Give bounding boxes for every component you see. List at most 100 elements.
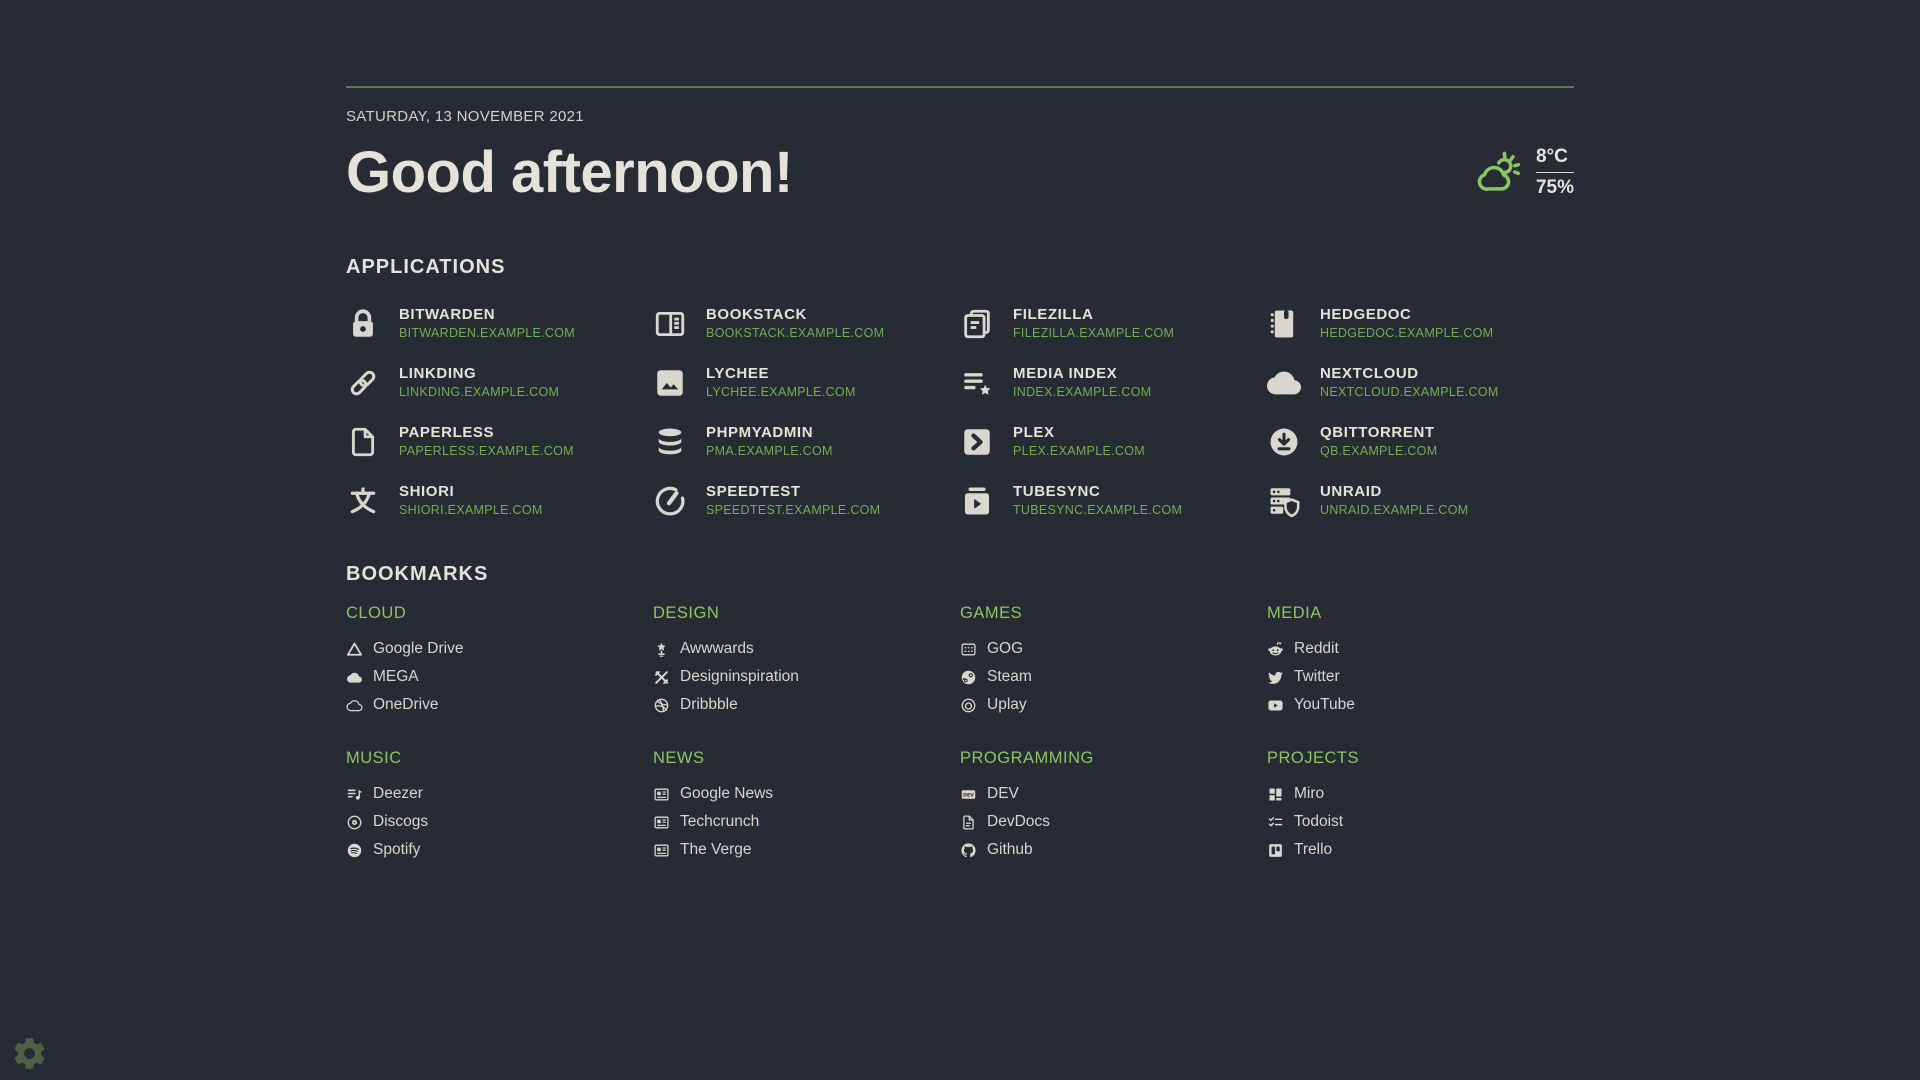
bookmark-todoist[interactable]: Todoist bbox=[1267, 808, 1574, 836]
bookmark-discogs[interactable]: Discogs bbox=[346, 808, 653, 836]
youtube-icon bbox=[1267, 697, 1284, 714]
notebook-icon bbox=[1267, 307, 1307, 341]
app-url: PLEX.EXAMPLE.COM bbox=[1013, 444, 1145, 458]
bookmark-steam[interactable]: Steam bbox=[960, 663, 1267, 691]
bookmark-category-cloud: CLOUD Google Drive MEGA OneDrive bbox=[346, 604, 653, 719]
category-title: NEWS bbox=[653, 749, 705, 767]
weather-widget: 8°C 75% bbox=[1474, 146, 1574, 199]
bookmark-category-games: GAMES GOG Steam Uplay bbox=[960, 604, 1267, 719]
bookmark-google-news[interactable]: Google News bbox=[653, 780, 960, 808]
cloud-icon bbox=[1267, 366, 1307, 400]
app-card-media-index[interactable]: MEDIA INDEX INDEX.EXAMPLE.COM bbox=[960, 360, 1267, 405]
bookmark-reddit[interactable]: Reddit bbox=[1267, 635, 1574, 663]
link-icon bbox=[346, 366, 386, 400]
bookmark-dribbble[interactable]: Dribbble bbox=[653, 691, 960, 719]
bookmark-devdocs[interactable]: DevDocs bbox=[960, 808, 1267, 836]
gear-icon bbox=[11, 1038, 48, 1076]
image-icon bbox=[653, 366, 693, 400]
app-url: BITWARDEN.EXAMPLE.COM bbox=[399, 326, 575, 340]
greeting-title: Good afternoon! bbox=[346, 140, 793, 205]
bookmark-the-verge[interactable]: The Verge bbox=[653, 836, 960, 864]
bookmarks-title: BOOKMARKS bbox=[346, 563, 489, 585]
download-circle-icon bbox=[1267, 425, 1307, 459]
app-card-qbittorrent[interactable]: QBITTORRENT QB.EXAMPLE.COM bbox=[1267, 419, 1574, 464]
newspaper-icon bbox=[653, 814, 670, 831]
trophy-star-icon bbox=[653, 641, 670, 658]
bookmark-deezer[interactable]: Deezer bbox=[346, 780, 653, 808]
app-card-filezilla[interactable]: FILEZILLA FILEZILLA.EXAMPLE.COM bbox=[960, 301, 1267, 346]
app-url: PAPERLESS.EXAMPLE.COM bbox=[399, 444, 574, 458]
app-card-speedtest[interactable]: SPEEDTEST SPEEDTEST.EXAMPLE.COM bbox=[653, 478, 960, 523]
bookmark-youtube[interactable]: YouTube bbox=[1267, 691, 1574, 719]
settings-button[interactable] bbox=[11, 1035, 48, 1072]
app-url: LINKDING.EXAMPLE.COM bbox=[399, 385, 560, 399]
bookmark-mega[interactable]: MEGA bbox=[346, 663, 653, 691]
bookmark-designinspiration[interactable]: Designinspiration bbox=[653, 663, 960, 691]
bookmark-twitter[interactable]: Twitter bbox=[1267, 663, 1574, 691]
app-card-hedgedoc[interactable]: HEDGEDOC HEDGEDOC.EXAMPLE.COM bbox=[1267, 301, 1574, 346]
bookmark-label: Dribbble bbox=[680, 696, 738, 713]
app-name: PAPERLESS bbox=[399, 424, 495, 441]
bookmark-category-media: MEDIA Reddit Twitter YouTube bbox=[1267, 604, 1574, 719]
app-card-lychee[interactable]: LYCHEE LYCHEE.EXAMPLE.COM bbox=[653, 360, 960, 405]
server-shield-icon bbox=[1267, 484, 1307, 518]
app-card-tubesync[interactable]: TUBESYNC TUBESYNC.EXAMPLE.COM bbox=[960, 478, 1267, 523]
app-name: LINKDING bbox=[399, 365, 477, 382]
app-url: LYCHEE.EXAMPLE.COM bbox=[706, 385, 856, 399]
bookmark-awwwards[interactable]: Awwwards bbox=[653, 635, 960, 663]
bookmark-techcrunch[interactable]: Techcrunch bbox=[653, 808, 960, 836]
bookmark-label: Reddit bbox=[1294, 640, 1339, 657]
play-chevron-icon bbox=[960, 425, 1000, 459]
app-name: MEDIA INDEX bbox=[1013, 365, 1118, 382]
cloud-outline-icon bbox=[346, 697, 363, 714]
bookmark-uplay[interactable]: Uplay bbox=[960, 691, 1267, 719]
bookmark-github[interactable]: Github bbox=[960, 836, 1267, 864]
bookmark-label: Techcrunch bbox=[680, 813, 760, 830]
app-name: SPEEDTEST bbox=[706, 483, 801, 500]
category-title: PROGRAMMING bbox=[960, 749, 1094, 767]
app-name: SHIORI bbox=[399, 483, 455, 500]
bookmark-label: The Verge bbox=[680, 841, 752, 858]
app-url: SHIORI.EXAMPLE.COM bbox=[399, 503, 543, 517]
playlist-music-icon bbox=[346, 786, 363, 803]
trello-board-icon bbox=[1267, 842, 1284, 859]
category-title: MUSIC bbox=[346, 749, 402, 767]
bookmark-label: Spotify bbox=[373, 841, 421, 858]
weather-divider bbox=[1535, 172, 1574, 173]
bookmark-label: Google News bbox=[680, 785, 774, 802]
bookmark-gog[interactable]: GOG bbox=[960, 635, 1267, 663]
bookmark-label: Deezer bbox=[373, 785, 423, 802]
app-card-nextcloud[interactable]: NEXTCLOUD NEXTCLOUD.EXAMPLE.COM bbox=[1267, 360, 1574, 405]
bookmark-label: Awwwards bbox=[680, 640, 754, 657]
app-url: INDEX.EXAMPLE.COM bbox=[1013, 385, 1152, 399]
app-card-bitwarden[interactable]: BITWARDEN BITWARDEN.EXAMPLE.COM bbox=[346, 301, 653, 346]
app-card-plex[interactable]: PLEX PLEX.EXAMPLE.COM bbox=[960, 419, 1267, 464]
bookmark-miro[interactable]: Miro bbox=[1267, 780, 1574, 808]
crossed-tools-icon bbox=[653, 669, 670, 686]
app-name: TUBESYNC bbox=[1013, 483, 1101, 500]
svg-text:DEV: DEV bbox=[963, 792, 974, 798]
dev-badge-icon: DEV bbox=[960, 786, 977, 803]
bookmark-onedrive[interactable]: OneDrive bbox=[346, 691, 653, 719]
app-card-phpmyadmin[interactable]: PHPMYADMIN PMA.EXAMPLE.COM bbox=[653, 419, 960, 464]
bookmark-label: Twitter bbox=[1294, 668, 1340, 685]
kanji-icon bbox=[346, 484, 386, 518]
app-card-linkding[interactable]: LINKDING LINKDING.EXAMPLE.COM bbox=[346, 360, 653, 405]
bookmark-label: Miro bbox=[1294, 785, 1325, 802]
bookmark-trello[interactable]: Trello bbox=[1267, 836, 1574, 864]
app-name: NEXTCLOUD bbox=[1320, 365, 1419, 382]
bookmark-spotify[interactable]: Spotify bbox=[346, 836, 653, 864]
app-name: PHPMYADMIN bbox=[706, 424, 814, 441]
app-card-bookstack[interactable]: BOOKSTACK BOOKSTACK.EXAMPLE.COM bbox=[653, 301, 960, 346]
app-card-paperless[interactable]: PAPERLESS PAPERLESS.EXAMPLE.COM bbox=[346, 419, 653, 464]
app-name: BOOKSTACK bbox=[706, 306, 807, 323]
bookmark-dev[interactable]: DEV DEV bbox=[960, 780, 1267, 808]
bookmark-label: DevDocs bbox=[987, 813, 1050, 830]
github-icon bbox=[960, 842, 977, 859]
app-card-shiori[interactable]: SHIORI SHIORI.EXAMPLE.COM bbox=[346, 478, 653, 523]
app-url: QB.EXAMPLE.COM bbox=[1320, 444, 1438, 458]
app-name: PLEX bbox=[1013, 424, 1055, 441]
bookmark-label: OneDrive bbox=[373, 696, 439, 713]
app-card-unraid[interactable]: UNRAID UNRAID.EXAMPLE.COM bbox=[1267, 478, 1574, 523]
bookmark-google-drive[interactable]: Google Drive bbox=[346, 635, 653, 663]
